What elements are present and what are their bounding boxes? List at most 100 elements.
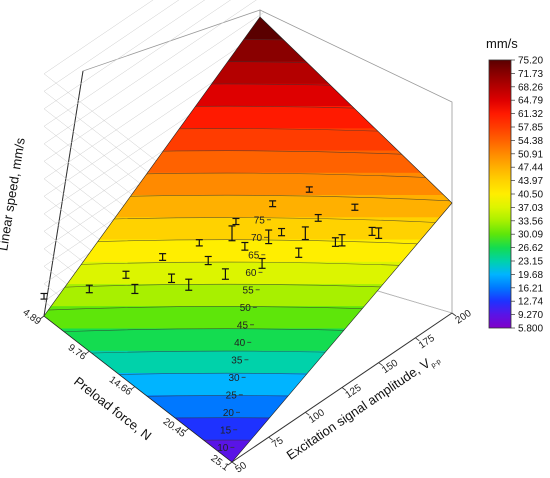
legend-tick-label: 9.270	[518, 310, 543, 321]
measurement-points	[40, 186, 383, 300]
measurement-point	[301, 226, 309, 241]
y-tick-mark	[227, 461, 233, 466]
legend-tick-label: 50.91	[518, 149, 543, 160]
y-tick-label: 4.89	[20, 307, 43, 328]
x-tick-mark	[268, 436, 273, 441]
measurement-point	[195, 239, 203, 247]
surface-band	[44, 172, 452, 196]
z-tick-label: 40	[234, 338, 246, 349]
x-tick-mark	[305, 412, 310, 416]
x-tick-mark	[341, 387, 347, 391]
z-tick-label: 20	[223, 408, 235, 419]
x-tick-label: 75	[270, 435, 286, 451]
measurement-point	[122, 270, 130, 279]
x-tick-mark	[378, 362, 383, 366]
x-tick-mark	[451, 312, 457, 317]
legend-tick-label: 64.79	[518, 96, 543, 107]
z-tick-label: 35	[231, 355, 243, 366]
z-grid-line	[43, 12, 265, 162]
legend-tick-label: 71.73	[518, 69, 543, 80]
surface-band	[44, 128, 452, 152]
z-tick-label: 30	[228, 373, 240, 384]
measurement-point	[185, 278, 193, 291]
measurement-point	[305, 186, 313, 193]
y-tick-mark	[85, 350, 90, 355]
legend-ticks: 75.20 71.73 68.26 64.79 61.32 57.85 54.38 50.91…	[511, 56, 543, 335]
x-tick-mark	[415, 337, 420, 342]
z-grid-line	[43, 0, 180, 92]
contour-line	[44, 283, 452, 297]
x-tick-label: 50	[234, 460, 250, 476]
y-tick-mark	[184, 428, 189, 432]
surface-band	[44, 195, 452, 218]
z-grid-line	[43, 0, 231, 127]
x-tick-mark	[231, 461, 237, 466]
legend-tick-label: 5.800	[518, 324, 543, 335]
z-grid-line	[43, 0, 154, 75]
measurement-point	[204, 255, 212, 266]
z-tick-label: 70	[251, 233, 263, 244]
legend-tick-label: 37.03	[518, 203, 543, 214]
measurement-point	[159, 253, 167, 261]
measurement-point	[269, 200, 277, 208]
color-legend: mm/s 75.20 71.73 68.26 64.79 61.32 57.85 54.38…	[486, 36, 543, 335]
legend-tick-label: 68.26	[518, 82, 543, 93]
legend-tick-label: 30.09	[518, 230, 543, 241]
z-tick-label: 50	[240, 303, 252, 314]
measurement-point	[228, 225, 236, 242]
contour-line	[44, 306, 452, 319]
measurement-point	[232, 217, 240, 226]
measurement-point	[368, 226, 376, 236]
legend-tick-label: 40.50	[518, 190, 543, 201]
surface-band	[44, 39, 452, 62]
y-tick-mark	[130, 386, 136, 390]
measurement-point	[168, 273, 176, 284]
z-axis-title: Linear speed, mm/s	[0, 136, 28, 252]
x-tick-label: 200	[454, 308, 474, 327]
legend-tick-label: 26.62	[518, 243, 543, 254]
legend-tick-label: 54.38	[518, 136, 543, 147]
z-tick-label: 65	[248, 250, 260, 261]
measurement-point	[295, 247, 303, 258]
legend-tick-label: 19.68	[518, 270, 543, 281]
legend-tick-label: 12.74	[518, 297, 543, 308]
z-tick-label: 75	[254, 215, 266, 226]
surface-band	[44, 217, 452, 241]
surface-band	[44, 284, 452, 307]
measurement-point	[265, 229, 273, 245]
legend-tick-label: 33.56	[518, 216, 543, 227]
z-tick-label: 15	[220, 425, 232, 436]
surface	[44, 17, 452, 462]
contour-line	[44, 328, 452, 341]
y-tick-mark	[39, 315, 45, 320]
legend-tick-label: 43.97	[518, 176, 543, 187]
surface-band	[44, 239, 452, 263]
z-tick-label: 55	[243, 285, 255, 296]
measurement-point	[40, 292, 48, 300]
measurement-point	[351, 203, 359, 211]
legend-tick-label: 57.85	[518, 123, 543, 134]
measurement-point	[131, 283, 139, 295]
legend-title: mm/s	[486, 36, 518, 51]
z-tick-label: 60	[245, 268, 257, 279]
measurement-point	[338, 234, 346, 247]
z-grid-line	[43, 0, 206, 110]
z-tick-label: 25	[226, 390, 238, 401]
contour-line	[44, 417, 452, 430]
z-tick-label: 45	[237, 320, 249, 331]
measurement-point	[314, 213, 322, 222]
measurement-point	[241, 241, 249, 251]
legend-tick-label: 61.32	[518, 109, 543, 120]
measurement-point	[331, 237, 339, 247]
measurement-point	[221, 268, 229, 280]
measurement-point	[258, 257, 266, 269]
legend-tick-label: 23.15	[518, 257, 543, 268]
x-tick-label: 175	[417, 333, 437, 352]
z-grid-line	[43, 29, 265, 180]
measurement-point	[85, 284, 93, 294]
legend-tick-label: 75.20	[518, 56, 543, 67]
z-grid-line	[43, 0, 257, 145]
z-axis-ticks: 10 15 20 25 30 35 40 45 50 55 60 65 70 75	[217, 215, 271, 454]
legend-tick-label: 47.44	[518, 163, 543, 174]
